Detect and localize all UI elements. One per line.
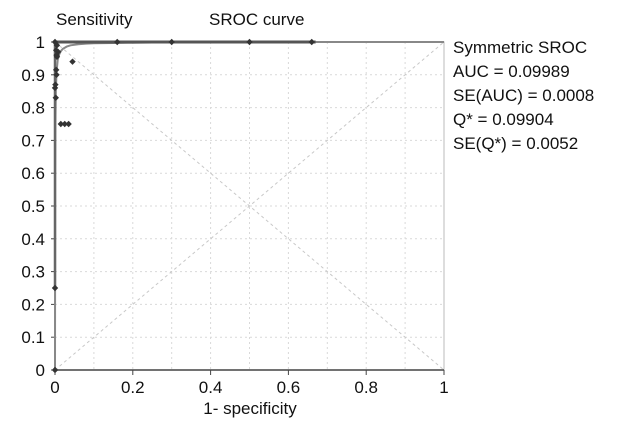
y-tick-label: 0 bbox=[36, 361, 45, 380]
x-tick-labels: 0 0.2 0.4 0.6 0.8 1 bbox=[50, 370, 449, 397]
y-tick-label: 0.3 bbox=[21, 263, 45, 282]
data-point bbox=[69, 58, 76, 65]
x-tick-label: 0.4 bbox=[199, 378, 223, 397]
y-tick-label: 0.7 bbox=[21, 131, 45, 150]
study-points bbox=[51, 38, 316, 374]
data-point bbox=[51, 284, 59, 292]
annotation-se-q-star: SE(Q*) = 0.0052 bbox=[453, 134, 578, 153]
data-point bbox=[308, 38, 315, 46]
y-tick-label: 0.6 bbox=[21, 164, 45, 183]
data-point bbox=[246, 38, 253, 46]
data-point bbox=[168, 38, 175, 46]
x-tick-label: 0.8 bbox=[354, 378, 378, 397]
y-axis-label: Sensitivity bbox=[56, 10, 133, 29]
x-tick-label: 0.6 bbox=[277, 378, 301, 397]
data-point bbox=[53, 42, 61, 49]
y-tick-label: 0.8 bbox=[21, 99, 45, 118]
data-point bbox=[52, 66, 60, 74]
symmetry-line bbox=[54, 41, 445, 371]
y-tick-label: 0.9 bbox=[21, 66, 45, 85]
y-tick-labels: 0 0.1 0.2 0.3 0.4 0.5 0.6 0.7 0.8 0.9 1 bbox=[21, 33, 55, 380]
data-point bbox=[61, 120, 68, 128]
annotation-model: Symmetric SROC bbox=[453, 38, 587, 57]
x-tick-label: 0.2 bbox=[121, 378, 145, 397]
y-tick-label: 1 bbox=[36, 33, 45, 52]
data-point bbox=[53, 71, 60, 78]
data-point bbox=[53, 53, 61, 60]
data-point bbox=[57, 120, 65, 128]
y-tick-label: 0.1 bbox=[21, 328, 45, 347]
data-point bbox=[52, 94, 59, 101]
data-point bbox=[114, 38, 121, 46]
x-axis-label: 1- specificity bbox=[203, 399, 297, 418]
y-tick-label: 0.4 bbox=[21, 230, 45, 249]
annotation-se-auc: SE(AUC) = 0.0008 bbox=[453, 86, 594, 105]
data-point bbox=[51, 84, 59, 92]
y-tick-label: 0.5 bbox=[21, 197, 45, 216]
x-tick-label: 0 bbox=[50, 378, 59, 397]
x-tick-label: 1 bbox=[439, 378, 448, 397]
annotation-auc: AUC = 0.09989 bbox=[453, 62, 570, 81]
chart-title: SROC curve bbox=[209, 10, 304, 29]
data-point bbox=[65, 120, 72, 128]
y-tick-label: 0.2 bbox=[21, 295, 45, 314]
annotation-q-star: Q* = 0.09904 bbox=[453, 110, 554, 129]
data-point bbox=[51, 366, 59, 374]
